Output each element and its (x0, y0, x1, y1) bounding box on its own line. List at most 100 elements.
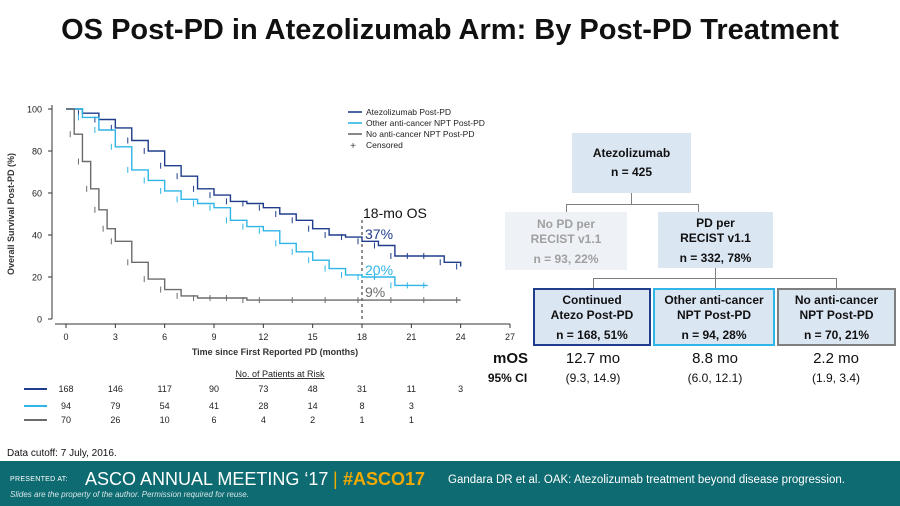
at-risk-cell: 48 (308, 384, 318, 394)
ci-other: (6.0, 12.1) (687, 371, 743, 385)
legend-label-censored: Censored (366, 140, 403, 150)
connector-top-horizontal (566, 204, 698, 205)
connector-nopd-down (566, 204, 567, 212)
x-tick-label: 24 (456, 332, 466, 342)
mos-other: 8.8 mo (692, 350, 738, 367)
y-tick-label: 40 (32, 231, 42, 241)
connector-group3-down (836, 278, 837, 288)
group-none-line2: NPT Post-PD (799, 308, 874, 322)
km-curve-0 (66, 108, 462, 267)
connector-pd-down (698, 204, 699, 212)
x-tick-label: 27 (505, 332, 515, 342)
at-risk-cell: 117 (157, 384, 171, 394)
box-pd-line2: RECIST v1.1 (680, 231, 751, 245)
footer-citation: Gandara DR et al. OAK: Atezolizumab trea… (448, 474, 845, 486)
x-tick-label: 18 (357, 332, 367, 342)
at-risk-cell: 90 (209, 384, 219, 394)
ci-none: (1.9, 3.4) (811, 371, 861, 385)
at-risk-cell: 168 (58, 384, 73, 394)
connector-group2-down (715, 278, 716, 288)
y-tick-label: 0 (37, 315, 42, 325)
footer-slides-note: Slides are the property of the author. P… (10, 490, 249, 499)
mos-label: mOS (492, 350, 528, 367)
x-tick-label: 15 (308, 332, 318, 342)
box-no-pd-n: n = 93, 22% (533, 252, 599, 266)
group-other-line1: Other anti-cancer (664, 293, 764, 307)
group-other-n: n = 94, 28% (681, 328, 747, 342)
ci-label: 95% CI (487, 371, 528, 385)
footer-meeting: ASCO ANNUAL MEETING ‘17 (85, 469, 329, 489)
box-group-atezo: Continued Atezo Post-PD n = 168, 51% (533, 288, 651, 346)
group-none-n: n = 70, 21% (803, 328, 870, 342)
os-18mo-value-1: 20% (365, 262, 393, 278)
at-risk-cell: 6 (211, 415, 216, 425)
at-risk-cell: 41 (209, 401, 219, 411)
os-18mo-value-2: 9% (365, 284, 385, 300)
x-tick-label: 9 (211, 332, 216, 342)
x-axis-label: Time since First Reported PD (months) (192, 347, 358, 357)
at-risk-cell: 54 (160, 401, 170, 411)
at-risk-cell: 3 (409, 401, 414, 411)
at-risk-cell: 146 (108, 384, 123, 394)
box-atezolizumab-name: Atezolizumab (592, 146, 671, 160)
group-atezo-line1: Continued (562, 293, 622, 307)
at-risk-cell: 73 (258, 384, 268, 394)
at-risk-cell: 14 (308, 401, 318, 411)
legend-label-1: Other anti-cancer NPT Post-PD (366, 118, 485, 128)
page-title: OS Post-PD in Atezolizumab Arm: By Post-… (61, 14, 839, 46)
os-18mo-value-0: 37% (365, 226, 393, 242)
footer-bar (0, 461, 900, 506)
box-group-none: No anti-cancer NPT Post-PD n = 70, 21% (777, 288, 896, 346)
box-pd-n: n = 332, 78% (679, 251, 752, 265)
box-no-pd: No PD per RECIST v1.1 n = 93, 22% (505, 212, 627, 270)
km-curve-1 (66, 108, 428, 287)
footer-separator: | (333, 469, 338, 489)
at-risk-cell: 8 (359, 401, 364, 411)
connector-pd-below (715, 268, 716, 278)
at-risk-cell: 1 (409, 415, 414, 425)
at-risk-cell: 1 (359, 415, 364, 425)
y-tick-label: 60 (32, 189, 42, 199)
group-none-line1: No anti-cancer (794, 293, 879, 307)
mos-atezo: 12.7 mo (565, 350, 621, 367)
box-pd: PD per RECIST v1.1 n = 332, 78% (658, 212, 773, 268)
at-risk-cell: 26 (110, 415, 120, 425)
km-curve-2 (66, 108, 461, 301)
x-tick-label: 12 (258, 332, 268, 342)
box-atezolizumab: Atezolizumab n = 425 (572, 133, 691, 193)
connector-top-down (631, 193, 632, 204)
x-tick-label: 6 (162, 332, 167, 342)
y-axis-label: Overall Survival Post-PD (%) (6, 153, 16, 275)
x-tick-label: 21 (406, 332, 416, 342)
group-atezo-n: n = 168, 51% (556, 328, 628, 342)
data-cutoff-note: Data cutoff: 7 July, 2016. (7, 448, 117, 459)
legend-label-0: Atezolizumab Post-PD (366, 107, 451, 117)
at-risk-cell: 31 (357, 384, 367, 394)
footer-presented-at: PRESENTED AT: (10, 476, 68, 483)
os-18mo-label: 18-mo OS (363, 205, 427, 221)
box-pd-line1: PD per (696, 216, 735, 230)
box-atezolizumab-n: n = 425 (610, 165, 653, 179)
legend-label-2: No anti-cancer NPT Post-PD (366, 129, 475, 139)
y-tick-label: 100 (27, 105, 42, 115)
connector-group1-down (593, 278, 594, 288)
legend-censored-marker: + (350, 141, 356, 152)
x-tick-label: 3 (113, 332, 118, 342)
x-tick-label: 0 (63, 332, 68, 342)
at-risk-cell: 10 (160, 415, 170, 425)
group-other-line2: NPT Post-PD (676, 308, 751, 322)
group-atezo-line2: Atezo Post-PD (550, 308, 634, 322)
y-tick-label: 20 (32, 273, 42, 283)
box-no-pd-line2: RECIST v1.1 (530, 232, 602, 246)
mos-none: 2.2 mo (813, 350, 859, 367)
footer-hashtag: #ASCO17 (343, 469, 426, 489)
box-no-pd-line1: No PD per (536, 217, 595, 231)
at-risk-cell: 4 (261, 415, 266, 425)
y-tick-label: 80 (32, 147, 42, 157)
at-risk-cell: 3 (458, 384, 463, 394)
box-group-other: Other anti-cancer NPT Post-PD n = 94, 28… (653, 288, 775, 346)
at-risk-cell: 70 (61, 415, 71, 425)
at-risk-cell: 79 (110, 401, 120, 411)
at-risk-cell: 94 (61, 401, 71, 411)
at-risk-title: No. of Patients at Risk (235, 369, 325, 379)
